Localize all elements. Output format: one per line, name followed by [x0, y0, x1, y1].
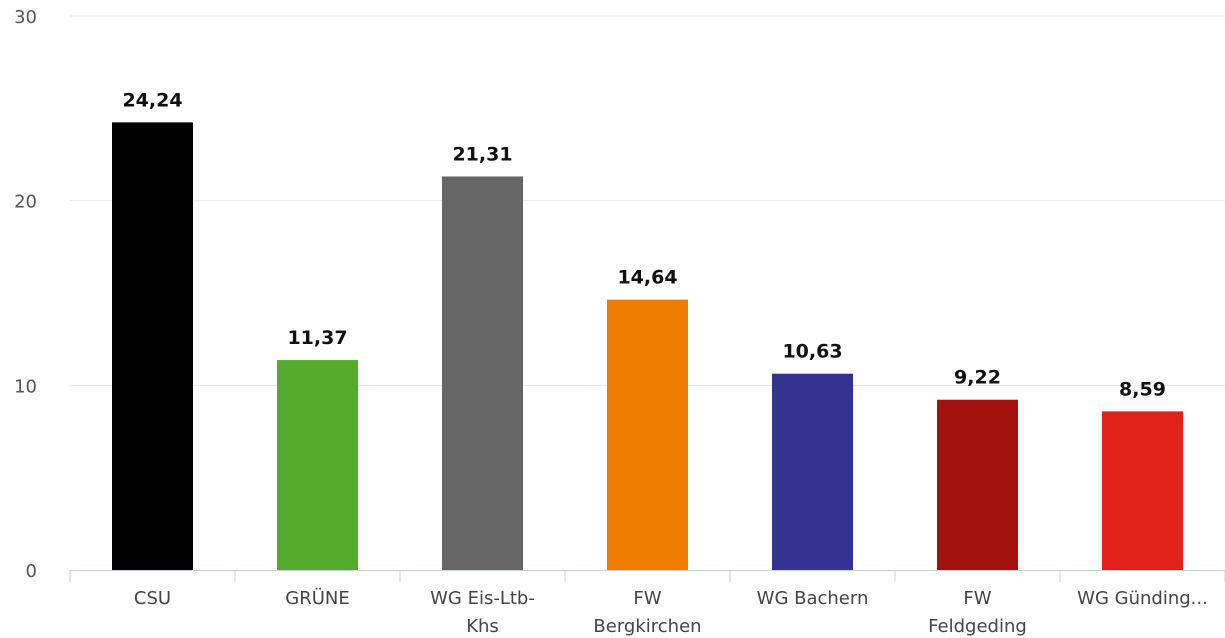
category-label: GRÜNE	[285, 587, 349, 609]
data-label: 8,59	[1119, 378, 1166, 400]
category-labels: CSU GRÜNE WG Eis-Ltb- Khs FW Bergkirchen WG Ba…	[134, 587, 1208, 637]
bar[interactable]	[607, 299, 688, 570]
category-label: FW	[633, 588, 661, 609]
y-axis-ticks: 0 10 20 30	[14, 7, 37, 582]
bar[interactable]	[277, 360, 358, 570]
data-label: 21,31	[452, 143, 512, 165]
category-label: Bergkirchen	[593, 616, 701, 637]
category-label: Khs	[466, 616, 499, 637]
bar[interactable]	[937, 399, 1018, 570]
category-label: CSU	[134, 588, 171, 609]
y-tick-label: 30	[14, 7, 37, 28]
data-label: 14,64	[617, 267, 677, 289]
category-label: FW	[963, 588, 991, 609]
data-label: 11,37	[287, 327, 347, 349]
data-label: 24,24	[122, 89, 182, 111]
y-tick-label: 0	[26, 561, 37, 582]
x-axis	[69, 570, 1225, 582]
bar[interactable]	[1102, 411, 1183, 570]
bar[interactable]	[772, 373, 853, 570]
category-label: WG Günding...	[1077, 588, 1208, 609]
bar[interactable]	[112, 122, 193, 571]
category-label: Feldgeding	[928, 616, 1027, 637]
category-label: WG Bachern	[757, 588, 869, 609]
category-label: WG Eis-Ltb-	[430, 588, 535, 609]
bars	[112, 122, 1183, 571]
data-label: 9,22	[954, 367, 1001, 389]
y-tick-label: 20	[14, 192, 37, 213]
data-label: 10,63	[782, 341, 842, 363]
y-tick-label: 10	[14, 376, 37, 397]
value-labels: 24,24 11,37 21,31 14,64 10,63 9,22 8,59	[122, 89, 1166, 400]
bar[interactable]	[442, 176, 523, 570]
